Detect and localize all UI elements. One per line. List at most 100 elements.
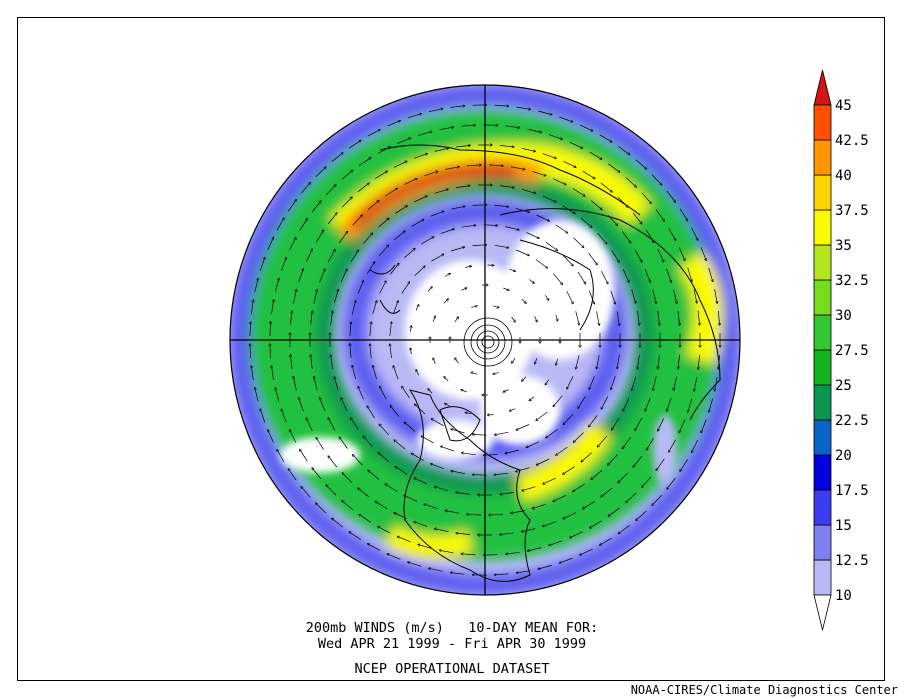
wind-arrow [327, 250, 335, 262]
wind-arrow [538, 110, 552, 115]
wind-arrow [700, 247, 706, 260]
colorbar-label: 25 [835, 378, 852, 394]
wind-arrow [493, 372, 499, 374]
colorbar-label: 12.5 [835, 553, 869, 569]
wind-arrow [588, 290, 594, 304]
wind-arrow [657, 248, 664, 262]
wind-arrow [415, 404, 426, 415]
wind-arrow [462, 453, 476, 456]
wind-arrow [674, 376, 678, 391]
wind-arrow [472, 245, 487, 246]
wind-arrow [553, 273, 562, 285]
wind-arrow [375, 501, 388, 510]
wind-arrow [353, 455, 363, 466]
wind-arrow [658, 418, 665, 431]
wind-arrow [535, 358, 538, 364]
colorbar-label: 27.5 [835, 343, 869, 359]
wind-arrow [293, 377, 297, 391]
wind-arrow [666, 190, 676, 202]
wind-arrow [599, 134, 612, 142]
wind-arrow [653, 376, 657, 391]
wind-arrow [350, 322, 351, 337]
wind-arrow [427, 287, 432, 292]
wind-arrow [597, 232, 607, 244]
wind-arrow [378, 527, 391, 534]
wind-arrow [618, 472, 629, 483]
wind-arrow [626, 492, 637, 503]
wind-arrow [465, 266, 471, 267]
wind-arrow [378, 453, 390, 462]
wind-arrow [607, 214, 618, 225]
wind-arrow [505, 226, 519, 230]
wind-arrow [320, 398, 326, 412]
calm-polar-region [405, 260, 535, 400]
colorbar-segment [813, 559, 832, 596]
wind-arrow [617, 354, 620, 369]
wind-arrow [363, 436, 373, 448]
wind-arrow [570, 531, 583, 538]
wind-arrow [471, 306, 477, 308]
wind-arrow [430, 211, 444, 217]
wind-arrow [274, 279, 279, 293]
wind-arrow [512, 357, 516, 363]
wind-arrow [434, 189, 448, 194]
wind-arrow [315, 230, 323, 243]
wind-arrow [521, 188, 535, 193]
wind-arrow [553, 178, 566, 185]
wind-arrow [715, 376, 718, 391]
plot-frame [17, 17, 885, 681]
wind-arrow [455, 358, 459, 364]
wind-arrow [270, 344, 271, 359]
wind-arrow [583, 501, 595, 508]
wind-arrow [652, 494, 662, 505]
wind-arrow [351, 301, 355, 315]
band-yellow-south [385, 525, 474, 558]
wind-arrow [503, 389, 509, 392]
wind-arrow [385, 484, 398, 492]
wind-arrow [567, 376, 574, 389]
wind-arrow [357, 183, 369, 193]
wind-arrow [494, 204, 508, 207]
colorbar-segment [813, 489, 832, 526]
wind-arrow [546, 429, 558, 438]
wind-arrow [404, 249, 415, 258]
wind-arrow [312, 468, 322, 480]
wind-arrow [608, 507, 620, 516]
wind-arrow [451, 429, 465, 434]
wind-arrow [574, 432, 584, 443]
wind-arrow [358, 488, 370, 498]
wind-arrow [601, 487, 613, 497]
band-yellow-east [677, 251, 723, 365]
wind-arrow [456, 145, 470, 148]
wind-arrow [333, 290, 338, 304]
wind-arrow [314, 377, 318, 391]
wind-arrow [319, 269, 325, 283]
wind-arrow [511, 316, 515, 322]
wind-arrow [325, 185, 336, 196]
wind-arrow [657, 311, 660, 325]
wind-arrow [313, 290, 317, 304]
wind-arrow [472, 205, 487, 206]
wind-arrow [542, 195, 556, 202]
wind-arrow [260, 409, 266, 423]
wind-arrow [566, 290, 573, 304]
colorbar-segment [813, 104, 832, 141]
wind-arrow [563, 160, 576, 167]
wind-arrow [616, 311, 619, 325]
calm-patch-southeast [653, 415, 677, 485]
wind-arrow [379, 281, 386, 294]
wind-arrow [402, 386, 410, 399]
wind-arrow [590, 520, 602, 528]
wind-arrow [454, 317, 459, 323]
wind-arrow [316, 438, 324, 450]
coast-arctic-islands [369, 264, 401, 314]
wind-arrow [634, 249, 642, 262]
wind-arrow [623, 397, 630, 411]
wind-arrow [500, 532, 514, 535]
wind-arrow [559, 557, 573, 563]
wind-arrow [330, 311, 333, 325]
coast-siberia [519, 239, 594, 331]
wind-arrow [622, 231, 631, 243]
wind-arrow [380, 387, 387, 400]
wind-arrow [601, 396, 609, 409]
